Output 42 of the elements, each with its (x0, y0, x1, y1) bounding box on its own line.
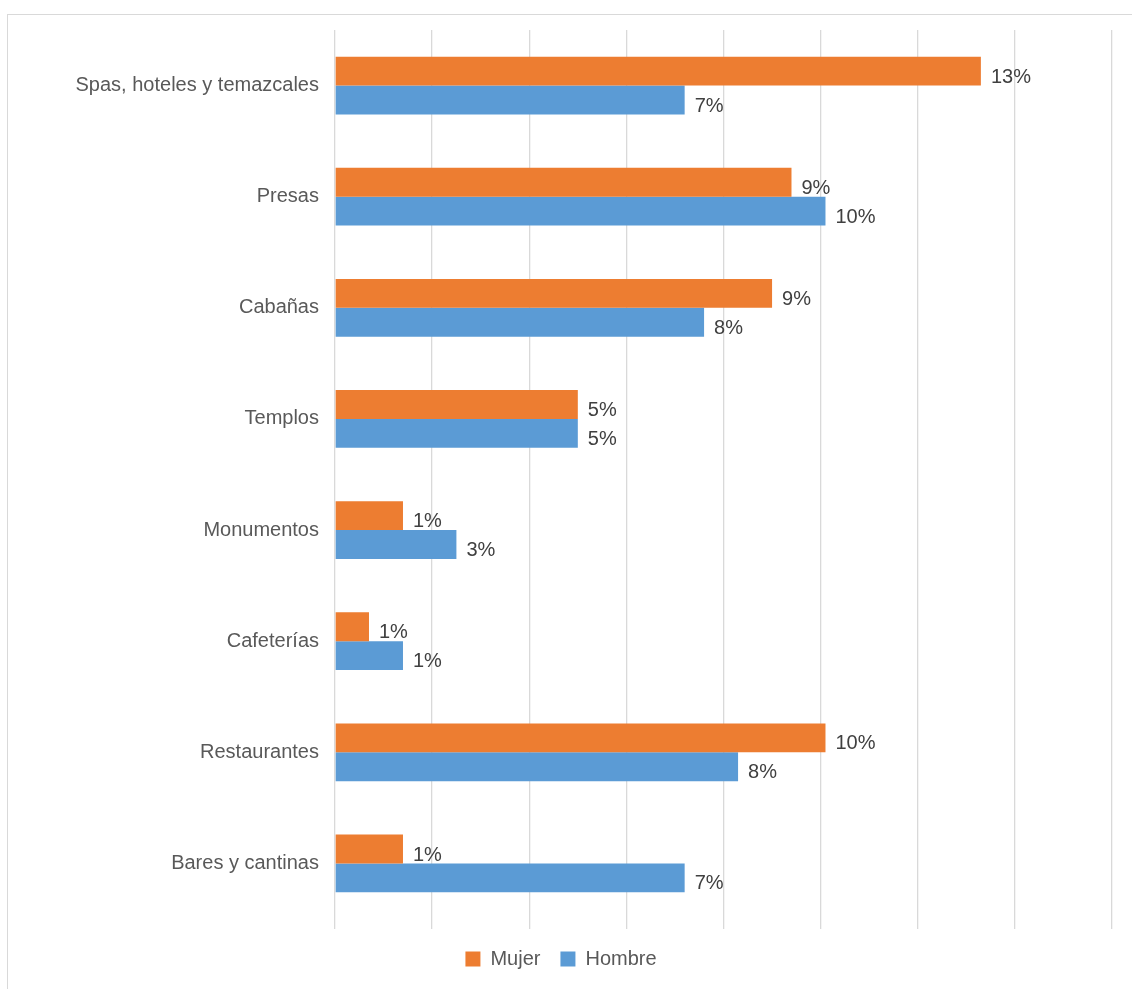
bar (335, 501, 403, 531)
bar (335, 167, 792, 197)
y-tick-label: Cabañas (238, 295, 319, 318)
bar (335, 85, 685, 115)
data-label: 1% (412, 509, 443, 532)
bar (335, 307, 705, 337)
bar (335, 278, 773, 308)
y-tick-label: Bares y cantinas (171, 850, 319, 873)
data-label: 1% (378, 620, 409, 643)
bar (335, 641, 403, 671)
legend-label: Mujer (490, 946, 541, 969)
bar (335, 196, 826, 226)
data-label: 9% (782, 286, 812, 309)
bar (335, 834, 403, 864)
data-label: 7% (694, 93, 724, 116)
data-label: 8% (748, 760, 778, 783)
legend-label: Hombre (585, 946, 657, 969)
data-label: 13% (990, 64, 1032, 87)
data-label: 9% (801, 175, 831, 198)
y-tick-label: Presas (256, 184, 319, 207)
bar (335, 530, 457, 559)
data-label: 10% (835, 731, 876, 754)
bar (335, 418, 578, 448)
data-label: 5% (587, 398, 617, 421)
bar (335, 390, 578, 419)
y-tick-label: Monumentos (203, 517, 319, 540)
bar (335, 863, 685, 893)
data-label: 8% (714, 315, 744, 338)
bar (335, 752, 739, 782)
y-tick-label: Restaurantes (200, 739, 319, 762)
data-label: 1% (412, 842, 443, 865)
data-label: 10% (835, 204, 876, 227)
y-tick-label: Templos (244, 406, 319, 429)
bar (335, 723, 826, 753)
y-tick-label: Cafeterías (226, 628, 319, 651)
y-tick-label: Spas, hoteles y temazcales (75, 73, 319, 96)
data-label: 3% (466, 538, 496, 561)
bar (335, 56, 981, 86)
data-label: 7% (694, 871, 724, 894)
bar (335, 612, 369, 642)
data-label: 5% (587, 426, 617, 449)
data-label: 1% (412, 649, 443, 672)
